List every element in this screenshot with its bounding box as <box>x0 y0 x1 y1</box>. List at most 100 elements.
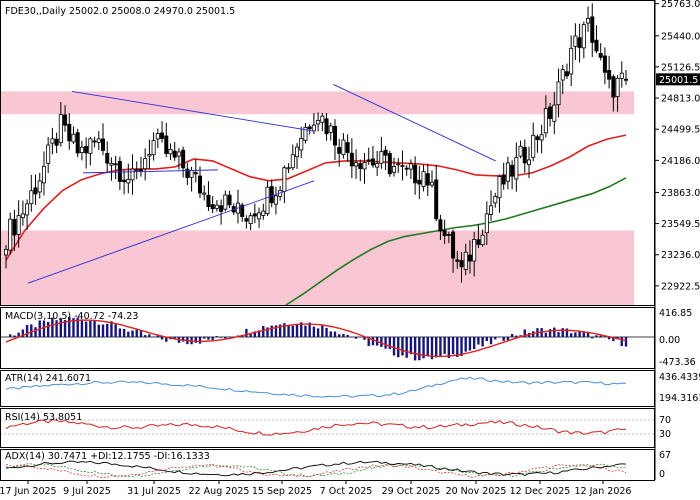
macd-bar <box>405 337 408 358</box>
candle <box>273 186 278 215</box>
macd-bar <box>523 329 526 337</box>
candle-body <box>295 146 300 158</box>
candle-body <box>219 205 224 212</box>
candle <box>286 163 291 174</box>
macd-bar <box>607 337 611 340</box>
candle-body <box>400 165 405 167</box>
macd-tick-label: -473.36 <box>659 357 696 368</box>
candle-body <box>590 16 595 43</box>
macd-bar <box>76 317 79 337</box>
candle <box>341 133 346 159</box>
candle-body <box>303 127 308 141</box>
macd-bar <box>443 337 446 354</box>
candle-body <box>227 194 232 206</box>
candle-body <box>387 153 392 175</box>
candle-body <box>50 138 55 144</box>
candle <box>413 156 418 195</box>
candle <box>598 43 603 61</box>
candle-body <box>210 204 215 210</box>
candle <box>202 185 207 201</box>
macd-bar <box>34 327 37 337</box>
macd-bar <box>181 337 185 342</box>
macd-bar <box>447 337 451 358</box>
rsi-line <box>5 418 627 436</box>
candle <box>463 243 468 276</box>
candle <box>54 132 59 154</box>
candle-body <box>556 81 561 106</box>
price-axis: 25763.0 25440.0 25126.5 24813.0 24499.5 24186… <box>655 0 700 292</box>
candle <box>316 112 321 132</box>
macd-bar <box>300 322 303 337</box>
candle-body <box>539 134 544 141</box>
candle-body <box>615 77 620 97</box>
candle-body <box>552 104 557 122</box>
candle <box>138 156 143 177</box>
macd-bar <box>502 337 505 341</box>
candle <box>168 143 173 161</box>
macd-tick-label: 416.85 <box>659 308 692 319</box>
adx-tick-label: 0 <box>659 469 665 480</box>
candle <box>307 124 312 135</box>
candle <box>337 138 342 167</box>
candle <box>383 146 388 171</box>
candle-body <box>92 140 97 143</box>
candle <box>147 139 152 170</box>
macd-bar <box>363 337 366 340</box>
candle-body <box>455 259 460 262</box>
candle-body <box>526 159 531 166</box>
candle-body <box>324 118 329 135</box>
time-tick-label: 29 Oct 2025 <box>382 486 441 497</box>
candle <box>84 137 89 169</box>
candle-body <box>311 124 316 132</box>
candle-body <box>109 162 114 166</box>
candle-body <box>8 218 13 251</box>
macd-bar <box>354 337 358 339</box>
macd-bar <box>325 327 328 337</box>
candle-body <box>126 178 131 184</box>
candle <box>607 55 612 89</box>
candle-body <box>12 219 17 236</box>
candle-body <box>514 157 519 180</box>
candle <box>214 200 219 212</box>
adx-tick-label: 67 <box>659 450 671 461</box>
candle-body <box>446 234 451 236</box>
candle-body <box>130 168 135 181</box>
candle-body <box>413 164 418 184</box>
candle <box>526 146 531 178</box>
candle-body <box>417 179 422 185</box>
candle-body <box>522 147 527 164</box>
candle-body <box>316 119 321 125</box>
candle-body <box>548 106 553 119</box>
macd-bar <box>21 329 25 337</box>
candle <box>548 102 553 127</box>
price-tick-label: 24813.0 <box>661 94 700 105</box>
atr-line <box>5 376 627 398</box>
candle <box>41 151 46 196</box>
price-tick-label: 23549.5 <box>661 219 700 230</box>
macd-bar <box>257 330 261 337</box>
candle <box>573 23 578 60</box>
macd-bar <box>472 337 476 350</box>
macd-bar <box>578 330 581 337</box>
macd-bar <box>451 337 455 355</box>
candle <box>37 172 42 199</box>
candle-body <box>252 213 257 217</box>
indicator-panels: 416.85 0.00 -473.36 436.4339 194.3161 70 30 67 0 <box>0 308 700 480</box>
candle-body <box>206 194 211 207</box>
macd-bar <box>46 321 50 337</box>
candle-body <box>71 133 76 143</box>
candle <box>134 161 139 180</box>
rsi-tick-label: 30 <box>659 429 671 440</box>
candle-body <box>299 138 304 151</box>
candle <box>569 35 574 87</box>
candle-body <box>4 248 9 256</box>
candle-body <box>67 123 72 142</box>
time-tick-label: 12 Jan 2026 <box>575 486 632 497</box>
candle <box>581 21 586 59</box>
candle <box>164 122 169 158</box>
candle <box>227 190 232 209</box>
candle <box>467 240 472 274</box>
ma-slow-line <box>285 177 627 306</box>
candle-body <box>569 47 574 75</box>
candle <box>160 121 165 143</box>
